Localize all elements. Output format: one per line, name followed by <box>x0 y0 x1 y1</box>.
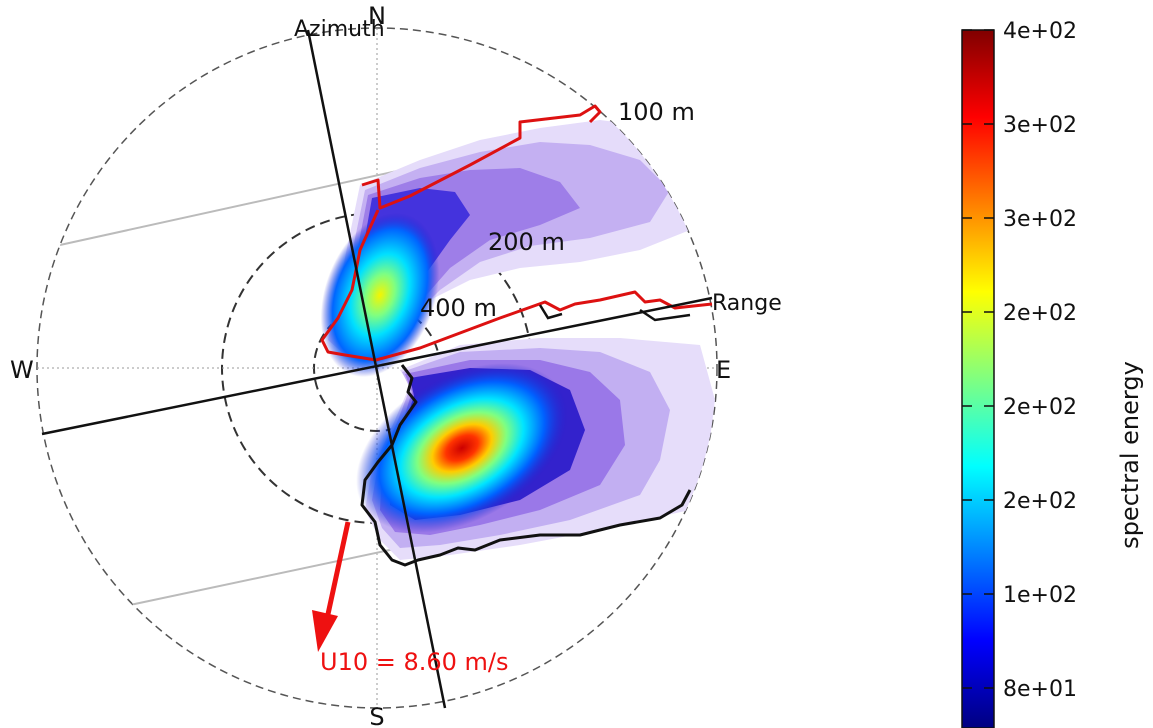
lobe-upper-peak <box>320 212 440 378</box>
colorbar-tick-label: 8e+01 <box>1003 677 1077 702</box>
contour-lower-fragment-2 <box>639 308 691 322</box>
colorbar-tick-label: 2e+02 <box>1003 489 1077 514</box>
colorbar-tick-label: 4e+02 <box>1003 19 1077 44</box>
contour-upper <box>320 104 713 362</box>
wind-arrow-head <box>312 610 338 652</box>
colorbar <box>961 29 995 728</box>
colorbar-tick-label: 2e+02 <box>1003 395 1077 420</box>
range-axis-label: Range <box>712 291 782 316</box>
range-axis <box>41 296 713 436</box>
wind-arrow-shaft <box>322 521 351 629</box>
compass-north-label: N <box>368 2 386 30</box>
compass-west-label: W <box>10 356 34 384</box>
azimuth-axis <box>306 29 447 709</box>
azimuth-axis-label: Azimuth <box>294 17 385 42</box>
colorbar-tick-label: 1e+02 <box>1003 583 1077 608</box>
contour-lower-fragment-1 <box>538 304 563 320</box>
colorbar-tick-label: 3e+02 <box>1003 113 1077 138</box>
colorbar-label: spectral energy <box>1116 361 1144 549</box>
contour-lower <box>360 364 692 567</box>
ring-label-400m: 400 m <box>420 294 497 322</box>
ring-label-200m: 200 m <box>488 228 565 256</box>
lobe-lower-peak <box>356 363 568 533</box>
spectrum-lobe-upper <box>320 120 700 378</box>
colorbar-ticks: 4e+02 3e+02 3e+02 2e+02 2e+02 2e+02 1e+02 8e+01 <box>962 19 1077 702</box>
colorbar-tick-label: 3e+02 <box>1003 207 1077 232</box>
compass-south-label: S <box>369 703 384 728</box>
colorbar-tick-label: 2e+02 <box>1003 301 1077 326</box>
compass-east-label: E <box>716 356 731 384</box>
ring-label-100m: 100 m <box>618 98 695 126</box>
spectrum-lobe-lower <box>356 338 715 560</box>
wind-speed-label: U10 = 8.60 m/s <box>320 648 509 676</box>
